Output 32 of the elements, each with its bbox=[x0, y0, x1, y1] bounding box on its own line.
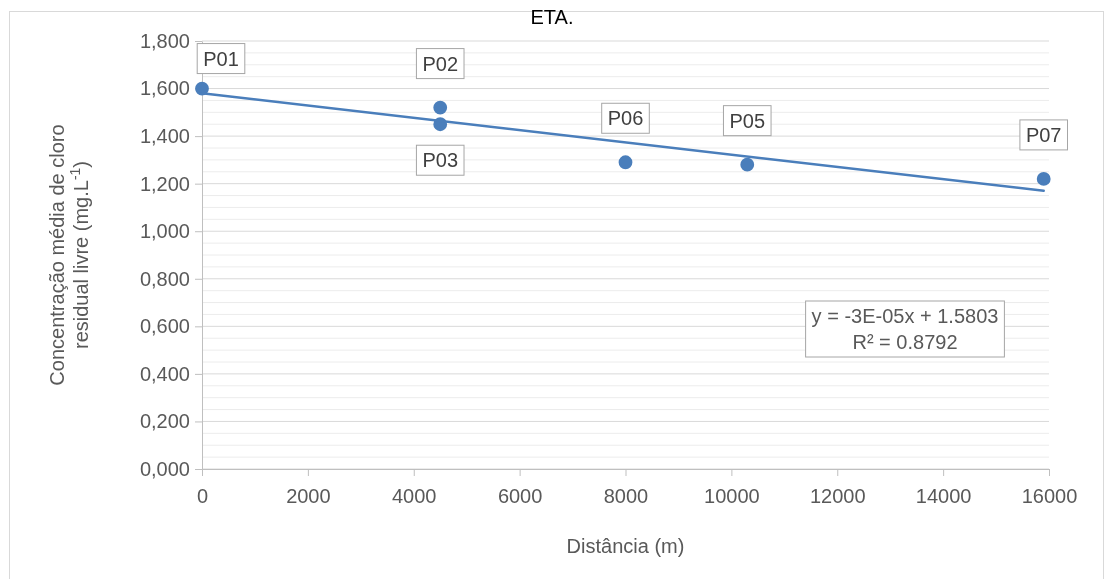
y-tick-label: 1,200 bbox=[139, 172, 190, 195]
x-tick-label: 10000 bbox=[704, 485, 760, 507]
annotation: P05 bbox=[729, 109, 766, 132]
y-tick-label: 1,400 bbox=[139, 125, 190, 148]
x-axis-title: Distância (m) bbox=[566, 535, 685, 557]
annotation: P02 bbox=[422, 52, 459, 75]
chart-title: ETA. bbox=[530, 6, 574, 28]
annotation: P03 bbox=[422, 149, 459, 172]
y-tick-label: 0,400 bbox=[139, 362, 190, 385]
point bbox=[1036, 172, 1051, 186]
x-tick-label: 12000 bbox=[809, 485, 866, 507]
x-tick-label: 6000 bbox=[497, 485, 543, 507]
x-tick-label: 0 bbox=[196, 485, 209, 507]
y-tick-label: 0,600 bbox=[139, 315, 190, 338]
x-tick-label: 4000 bbox=[392, 485, 437, 507]
x-tick-label: 16000 bbox=[1021, 485, 1078, 507]
x-tick-label: 8000 bbox=[603, 485, 649, 507]
annotation: P06 bbox=[607, 107, 644, 130]
y-tick-label: 0,800 bbox=[139, 267, 190, 290]
annotation: y = -3E-05x + 1.5803 R² = 0.8792 bbox=[811, 305, 999, 353]
point bbox=[618, 155, 633, 170]
y-tick-label: 1,600 bbox=[139, 77, 190, 100]
y-tick-label: 1,800 bbox=[139, 29, 190, 52]
annotation: P01 bbox=[203, 47, 239, 70]
x-tick-label: 14000 bbox=[915, 485, 972, 507]
point bbox=[433, 100, 448, 115]
x-tick-label: 2000 bbox=[286, 485, 331, 507]
point bbox=[740, 157, 755, 172]
annotation: P07 bbox=[1025, 123, 1062, 146]
y-tick-label: 0,200 bbox=[139, 410, 190, 433]
y-tick-label: 0,000 bbox=[139, 457, 190, 480]
y-tick-label: 1,000 bbox=[139, 220, 190, 243]
